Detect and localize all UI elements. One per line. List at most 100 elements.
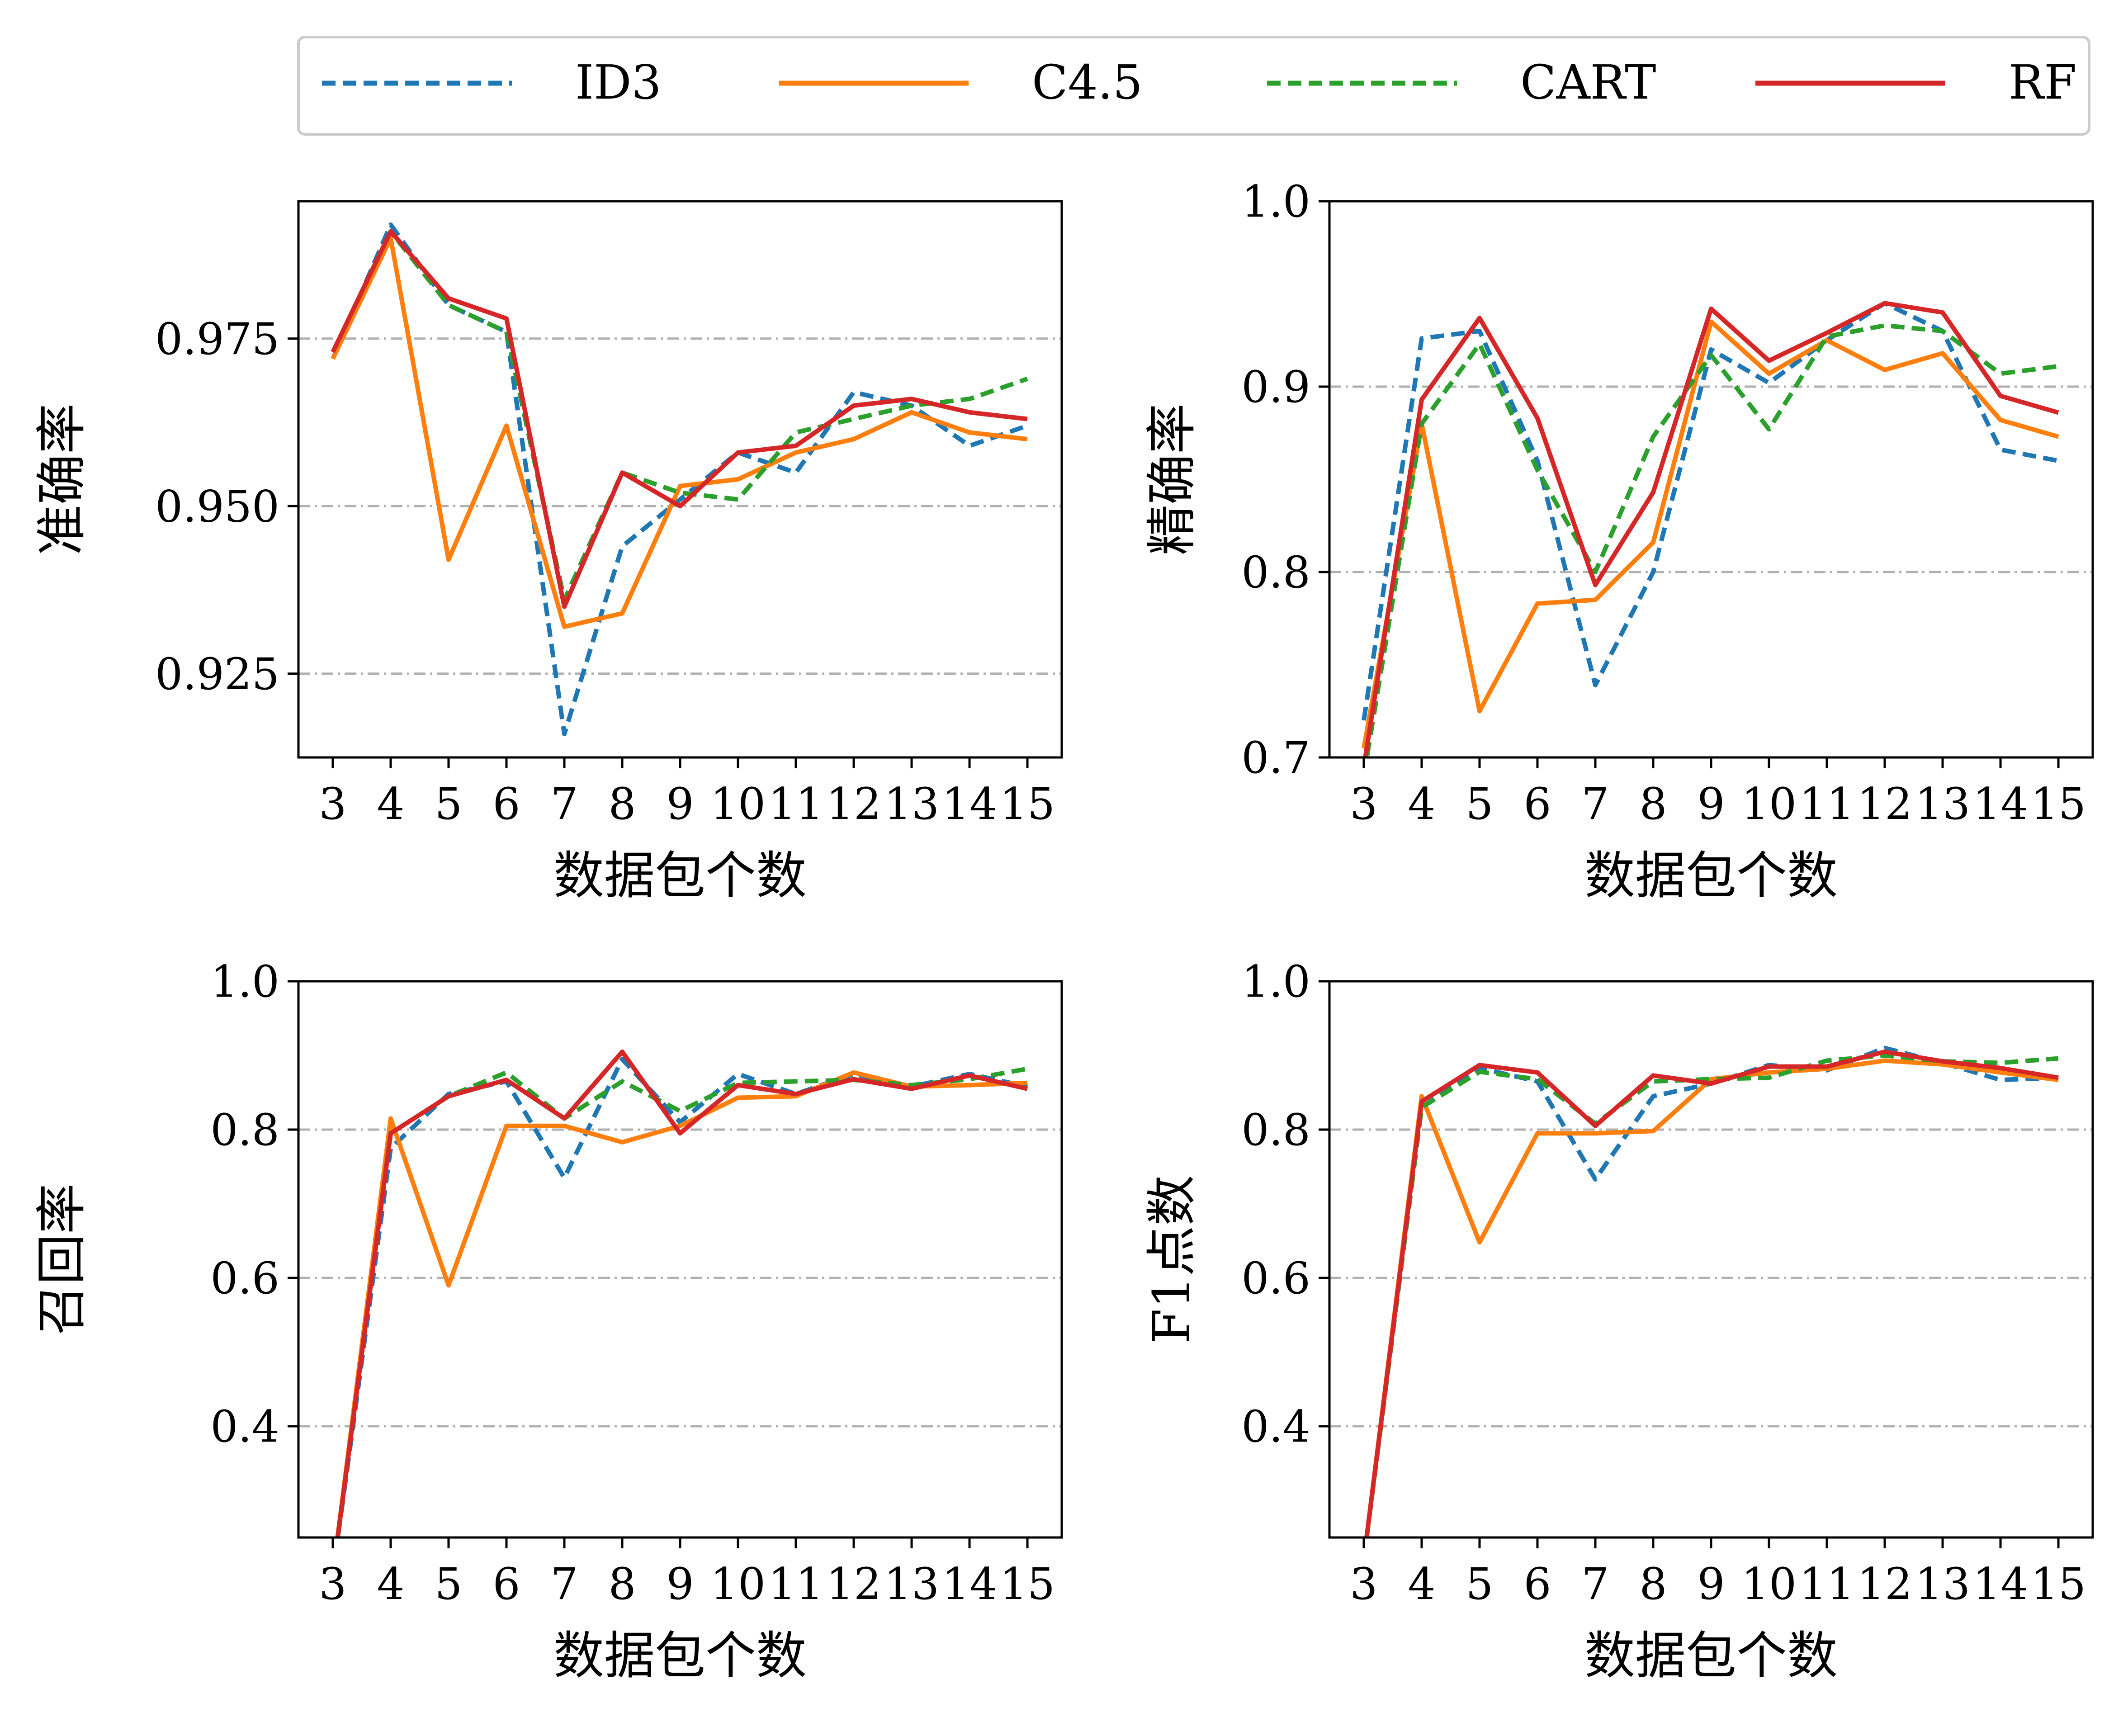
series-line-id3 (331, 222, 1028, 737)
x-axis-label: 数据包个数 (1584, 847, 1838, 905)
x-tick-label: 7 (550, 779, 578, 829)
x-tick-label: 14 (1973, 779, 2028, 829)
x-axis-label: 数据包个数 (553, 847, 807, 905)
x-tick-label: 9 (1697, 779, 1725, 829)
x-tick-label: 6 (1523, 1559, 1551, 1609)
x-tick-label: 12 (826, 1559, 881, 1609)
y-tick-label: 1.0 (1241, 176, 1310, 227)
y-axis-label: 精确率 (1143, 403, 1201, 555)
x-tick-label: 13 (884, 779, 939, 829)
series-line-cart (331, 229, 1028, 602)
y-tick-label: 0.4 (1241, 1401, 1310, 1452)
series-group (1364, 1045, 2059, 1537)
series-group (331, 222, 1028, 737)
chart-panel-3: 0.4 0.6 0.8 1.0 3 4 5 6 7 8 9 10 11 12 13 14 15 数据包个数 召回率 (33, 956, 1063, 1685)
x-tick-label: 10 (1741, 779, 1797, 829)
legend-label: C4.5 (1032, 55, 1143, 110)
y-tick-label: 0.8 (1241, 1105, 1310, 1155)
x-tick-label: 4 (377, 1559, 404, 1609)
series-line-id3 (1364, 1045, 2059, 1537)
x-tick-label: 5 (1466, 1559, 1493, 1609)
y-tick-label: 0.6 (1241, 1253, 1310, 1304)
x-tick-label: 11 (1799, 779, 1854, 829)
x-tick-label: 11 (768, 1559, 823, 1609)
x-tick-label: 13 (884, 1559, 939, 1609)
y-tick-label: 0.4 (210, 1401, 279, 1452)
x-tick-label: 11 (768, 779, 823, 829)
x-tick-label: 4 (1408, 779, 1435, 829)
series-line-cart (1364, 1053, 2059, 1537)
x-tick-label: 13 (1915, 779, 1970, 829)
x-tick-label: 5 (435, 779, 462, 829)
x-tick-label: 6 (492, 779, 520, 829)
x-tick-label: 15 (1000, 779, 1055, 829)
x-tick-label: 12 (1857, 779, 1912, 829)
x-tick-label: 10 (1741, 1559, 1797, 1609)
y-axis-label: F1点数 (1143, 1175, 1201, 1344)
series-line-c45 (331, 236, 1028, 629)
x-tick-label: 10 (710, 1559, 766, 1609)
x-tick-label: 14 (1973, 1559, 2028, 1609)
y-tick-label: 0.950 (155, 481, 279, 532)
x-tick-label: 5 (435, 1559, 462, 1609)
x-tick-label: 3 (1350, 1559, 1377, 1609)
x-tick-label: 8 (608, 779, 636, 829)
y-tick-label: 0.6 (210, 1253, 279, 1304)
x-axis-label: 数据包个数 (553, 1627, 807, 1685)
legend-label: CART (1520, 55, 1656, 110)
x-tick-label: 7 (1581, 779, 1609, 829)
x-tick-label: 8 (1639, 779, 1667, 829)
series-line-rf (335, 1049, 1028, 1537)
y-tick-label: 0.925 (155, 649, 279, 700)
x-tick-label: 4 (377, 779, 404, 829)
x-tick-label: 9 (1697, 1559, 1725, 1609)
x-tick-label: 15 (2031, 779, 2086, 829)
chart-panel-1: 0.925 0.950 0.975 3 4 5 6 7 8 9 10 11 12 13 14 15 数据包个数 准… (33, 200, 1063, 905)
x-tick-label: 3 (1350, 779, 1377, 829)
x-axis-label: 数据包个数 (1584, 1627, 1838, 1685)
y-tick-label: 0.975 (155, 314, 279, 364)
x-tick-label: 6 (492, 1559, 520, 1609)
series-line-rf (331, 229, 1028, 609)
x-tick-label: 10 (710, 779, 766, 829)
y-tick-label: 1.0 (1241, 956, 1310, 1007)
x-tick-label: 13 (1915, 1559, 1970, 1609)
chart-panel-2: 0.7 0.8 0.9 1.0 3 4 5 6 7 8 9 10 11 12 13 14 15 数据包个数 精确率 (1143, 176, 2094, 905)
x-tick-label: 12 (1857, 1559, 1912, 1609)
x-tick-label: 11 (1799, 1559, 1854, 1609)
x-tick-label: 15 (2031, 1559, 2086, 1609)
series-group (1362, 301, 2059, 757)
plot-frame (1328, 200, 2094, 759)
x-tick-label: 8 (1639, 1559, 1667, 1609)
x-tick-label: 6 (1523, 779, 1551, 829)
plot-frame (297, 980, 1063, 1539)
y-tick-label: 0.7 (1241, 733, 1310, 783)
series-line-cart (1364, 323, 2059, 757)
x-tick-label: 4 (1408, 1559, 1435, 1609)
legend: ID3 C4.5 CART RF (297, 36, 2090, 136)
y-tick-label: 0.8 (210, 1105, 279, 1155)
series-line-rf (1363, 301, 2059, 757)
x-tick-label: 14 (942, 779, 997, 829)
y-tick-label: 0.8 (1241, 547, 1310, 598)
x-tick-label: 15 (1000, 1559, 1055, 1609)
x-tick-label: 12 (826, 779, 881, 829)
legend-label: RF (2009, 55, 2076, 110)
x-tick-label: 3 (319, 779, 346, 829)
x-tick-label: 8 (608, 1559, 636, 1609)
series-group (335, 1049, 1028, 1537)
series-line-cart (335, 1066, 1028, 1537)
y-axis-label: 准确率 (33, 403, 91, 555)
x-tick-label: 14 (942, 1559, 997, 1609)
x-tick-label: 3 (319, 1559, 346, 1609)
series-line-c45 (335, 1070, 1028, 1537)
legend-frame (297, 36, 2090, 136)
x-tick-label: 9 (666, 1559, 694, 1609)
series-line-c45 (1364, 1058, 2059, 1537)
y-axis-label: 召回率 (33, 1183, 91, 1335)
y-tick-label: 1.0 (210, 956, 279, 1007)
chart-panel-4: 0.4 0.6 0.8 1.0 3 4 5 6 7 8 9 10 11 12 13 14 15 数据包个数 F1点数 (1143, 956, 2094, 1685)
x-tick-label: 5 (1466, 779, 1493, 829)
